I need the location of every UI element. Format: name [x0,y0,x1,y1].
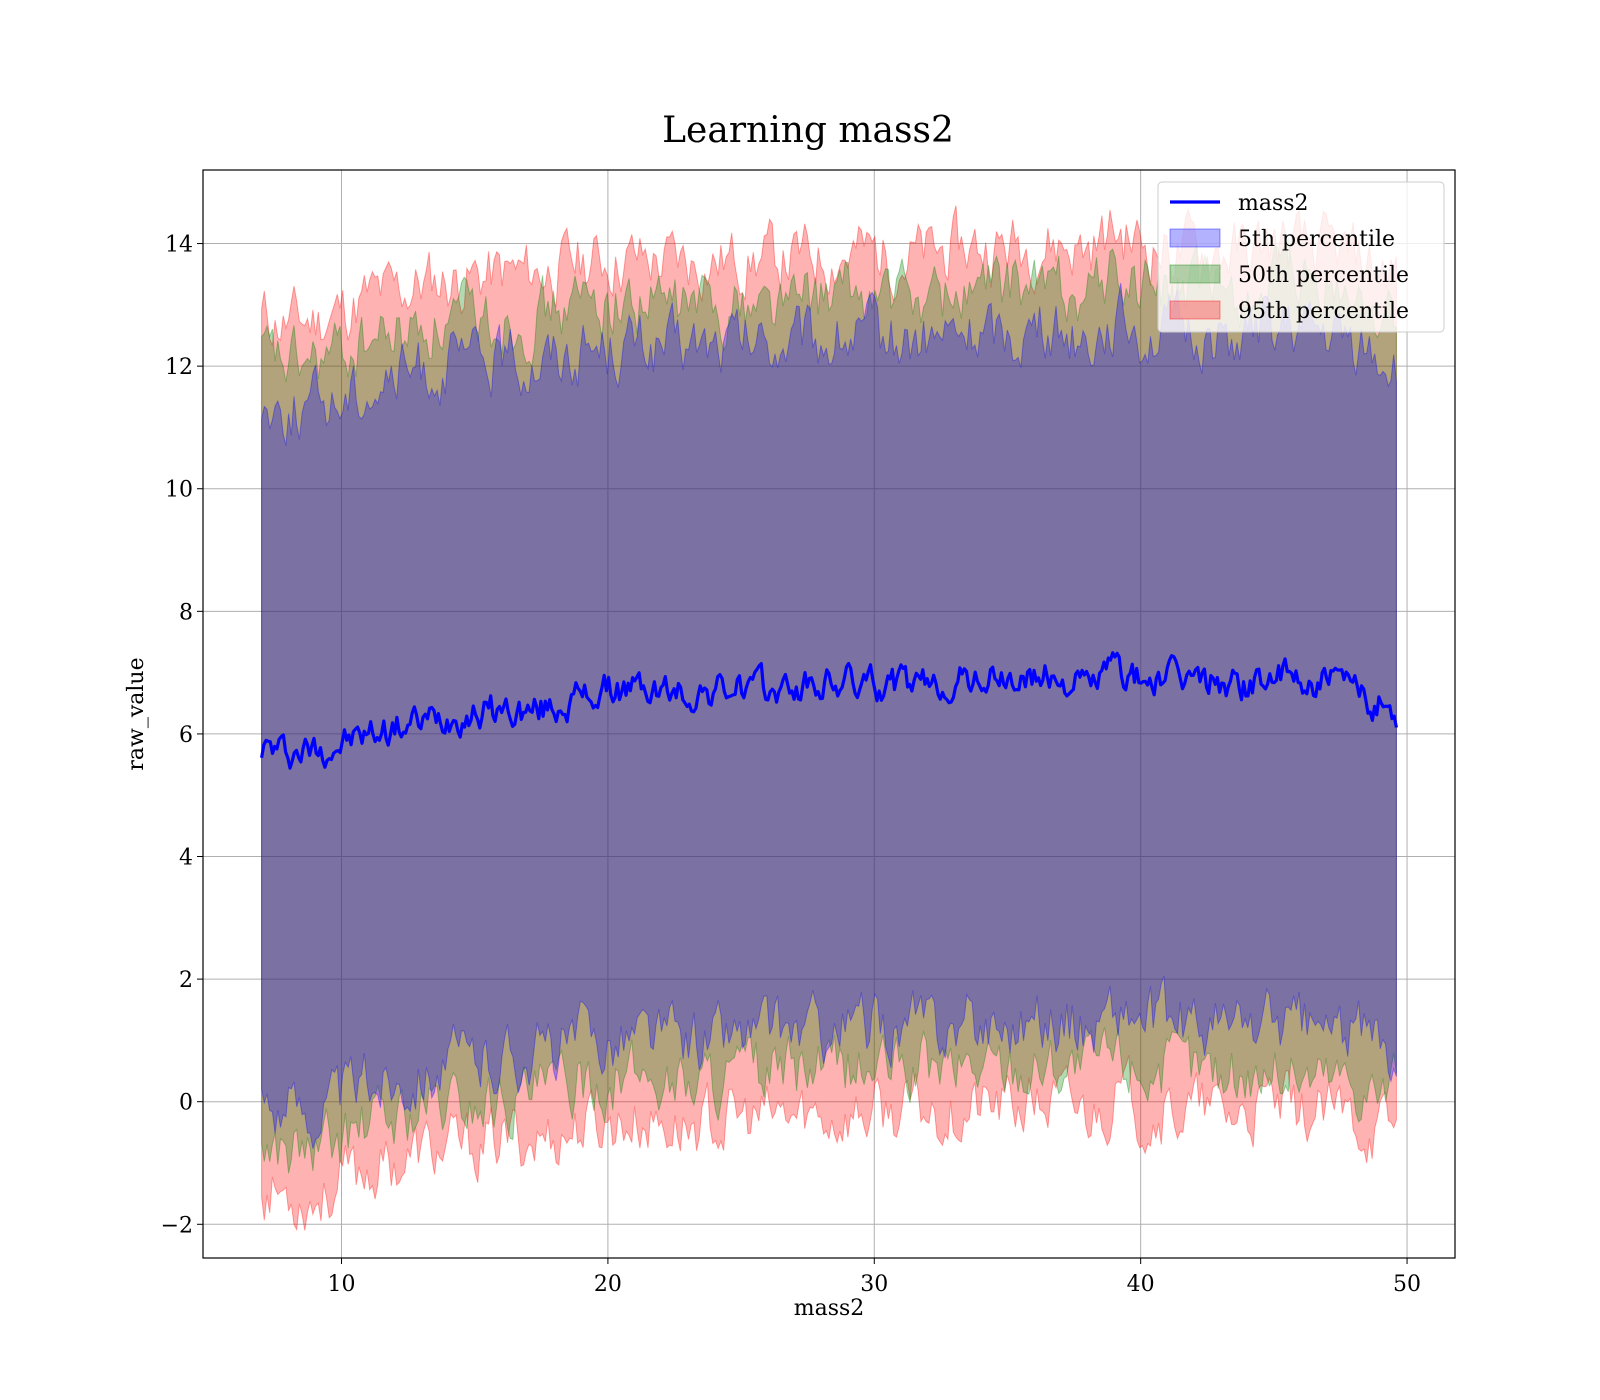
legend-label: mass2 [1238,191,1309,216]
y-tick-label: 4 [179,846,193,871]
y-axis-label: raw_value [124,657,149,770]
y-tick-label: 0 [179,1091,193,1116]
x-tick-label: 50 [1393,1272,1421,1297]
legend-box [1157,181,1445,333]
x-tick-label: 30 [860,1272,888,1297]
chart-title: Learning mass2 [662,110,954,151]
y-tick-label: 12 [165,355,193,380]
legend-label: 95th percentile [1238,299,1409,324]
percentile-bands [261,205,1397,1232]
y-tick-label: 14 [165,233,193,258]
band-50th-percentile [261,236,1397,1174]
band-95th-percentile [261,205,1397,1232]
y-tick-label: −2 [161,1213,193,1238]
y-axis: −2 0 2 4 6 8 10 12 14 [161,233,203,1238]
legend-swatch-50th-percentile [1169,264,1221,284]
y-tick-label: 10 [165,478,193,503]
x-tick-label: 10 [328,1272,356,1297]
legend-label: 5th percentile [1238,227,1395,252]
plot-frame [202,169,1456,1259]
y-tick-label: 2 [179,968,193,993]
x-axis-label: mass2 [794,1296,865,1321]
y-tick-label: 6 [179,723,193,748]
x-tick-label: 20 [594,1272,622,1297]
x-tick-label: 40 [1127,1272,1155,1297]
series-line-mass2 [260,651,1398,770]
y-tick-label: 8 [179,600,193,625]
legend-swatch-5th-percentile [1169,228,1221,248]
band-5th-percentile [261,282,1397,1149]
x-axis: 10 20 30 40 50 [328,1258,1421,1297]
legend-label: 50th percentile [1238,263,1409,288]
legend: mass2 5th percentile 50th percentile 95th p… [1157,181,1445,333]
legend-swatch-95th-percentile [1169,300,1221,320]
series-lines [260,651,1398,770]
